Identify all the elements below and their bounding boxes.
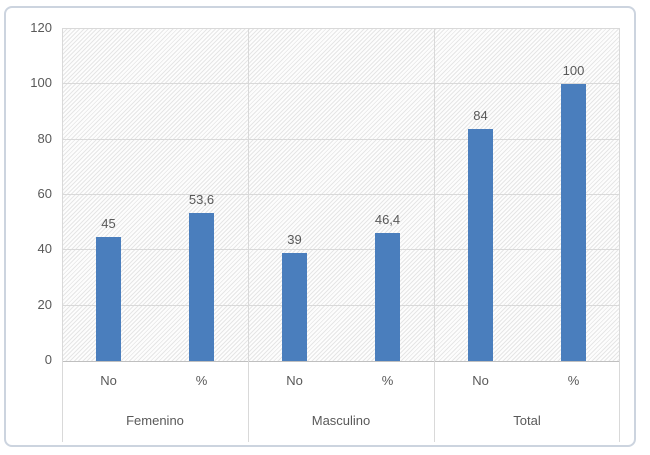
group-label: Total [513,412,541,428]
group-separator [434,29,435,361]
subcategory-label: No [472,373,489,388]
group-separator [619,29,620,361]
bar [96,236,121,361]
bar-value-label: 84 [473,107,488,123]
group-row: Femenino Masculino Total [62,401,620,439]
x-axis-line [62,361,620,362]
subcategory-label: No [286,373,303,388]
group-separator [248,29,249,361]
bar [561,84,586,361]
category-separator [62,360,63,442]
bar-value-label: 46,4 [374,211,401,227]
bar [282,253,307,361]
group-label: Femenino [126,412,184,428]
bar-value-label: 53,6 [188,191,215,207]
category-axis: No% No% No% Femenino Masculino Total [62,360,620,442]
y-tick-label: 0 [44,352,52,367]
bar-value-label: 100 [562,63,585,79]
y-tick-label: 40 [37,241,52,257]
bar-value-label: 45 [101,215,116,231]
bar-chart-frame: 0 20 40 60 80 100 120 45 53,6 39 46,4 84 100 No% No%… [4,6,636,447]
y-tick-label: 120 [30,20,52,35]
category-separator [434,360,435,442]
y-tick-label: 80 [37,130,52,146]
gridline [62,249,620,251]
gridline [62,138,620,140]
subcategory-label: No [100,373,117,388]
plot-area: 45 53,6 39 46,4 84 100 [62,28,620,362]
bar [189,212,214,361]
gridline [62,304,620,306]
subcategory-row: No% No% No% [62,360,620,401]
subcategory-label: % [195,373,208,388]
bar [375,232,400,361]
y-axis: 0 20 40 60 80 100 120 [6,8,56,445]
bar [468,128,493,361]
gridline [62,83,620,85]
bar-value-label: 39 [287,232,302,248]
y-tick-label: 100 [30,75,52,91]
subcategory-label: % [381,373,394,388]
y-tick-label: 20 [37,296,52,312]
category-separator [248,360,249,442]
category-separator [619,360,620,442]
subcategory-label: % [567,373,580,388]
y-tick-label: 60 [37,186,52,201]
gridline [62,194,620,195]
group-separator [62,29,63,361]
group-label: Masculino [311,412,371,428]
